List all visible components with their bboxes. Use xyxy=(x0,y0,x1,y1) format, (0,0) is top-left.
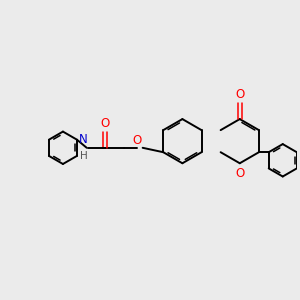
Text: H: H xyxy=(80,151,88,161)
Text: N: N xyxy=(79,133,88,146)
Text: O: O xyxy=(236,167,245,180)
Text: O: O xyxy=(235,88,244,101)
Text: O: O xyxy=(132,134,141,147)
Text: O: O xyxy=(100,116,110,130)
